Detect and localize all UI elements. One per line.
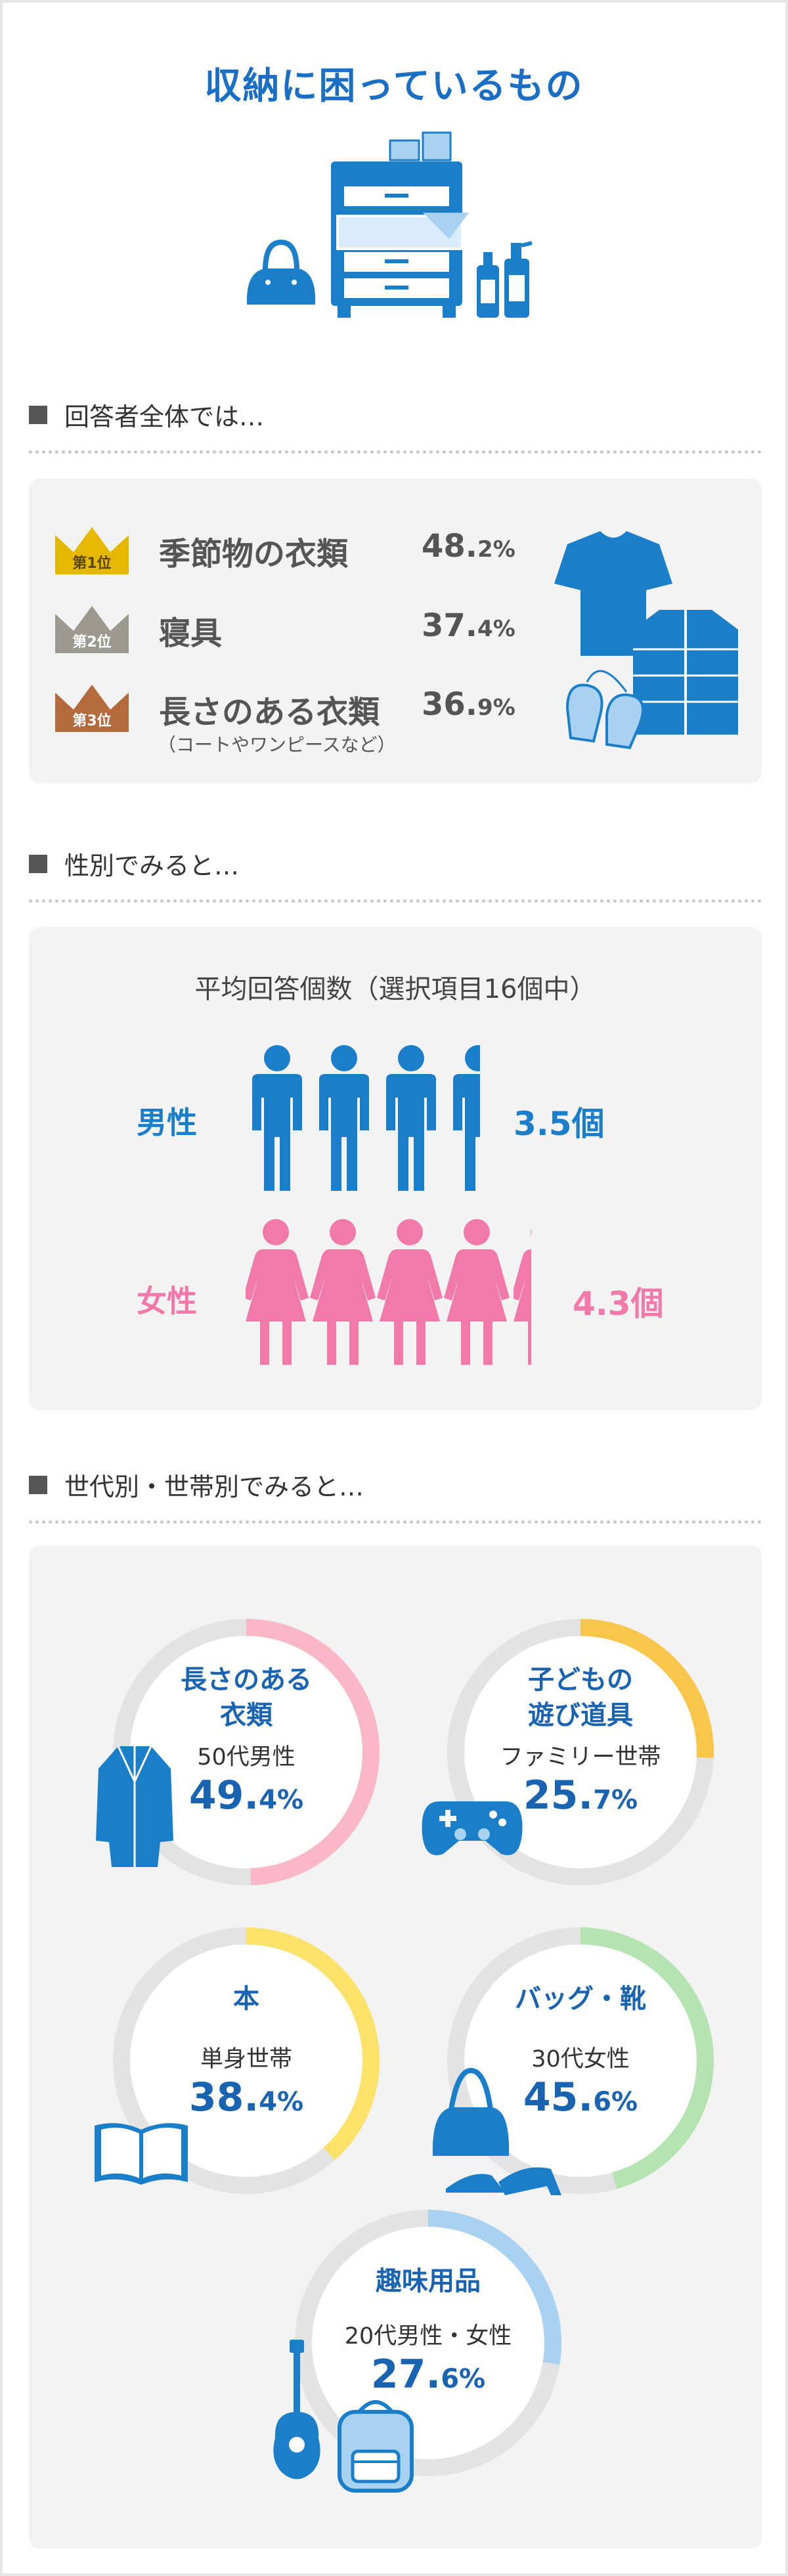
- divider: [29, 1520, 762, 1524]
- female-pictogram-row: [246, 1219, 531, 1365]
- bullet-square-icon: [29, 1475, 47, 1494]
- donut-card: 本 単身世帯 38.4%: [95, 1920, 387, 2202]
- female-person-icon: [514, 1228, 531, 1365]
- donut-item: 長さのある: [181, 1665, 312, 1695]
- coat-icon: [96, 1746, 173, 1867]
- donut-value-arc: [295, 2210, 561, 2476]
- storage-chest-icon: [246, 131, 533, 318]
- bronze-crown-icon: 第3位: [55, 685, 129, 732]
- donut-card: バッグ・靴 30代女性 45.6%: [432, 1920, 722, 2202]
- female-value: 4.3個: [573, 1285, 664, 1323]
- rank-1-label: 季節物の衣類: [159, 536, 349, 572]
- male-person-icon: [453, 1045, 480, 1191]
- donut-value-arc: [113, 1619, 380, 1885]
- bag-shoes-icon: [432, 2067, 561, 2195]
- donut-chart: [113, 1927, 380, 2194]
- gold-crown-icon: 第1位: [55, 527, 129, 574]
- svg-text:第2位: 第2位: [72, 633, 111, 651]
- donut-segment: 単身世帯: [200, 2046, 292, 2072]
- male-person-icon: [319, 1045, 369, 1191]
- female-person-icon: [246, 1219, 309, 1365]
- male-person-icon: [386, 1045, 436, 1191]
- donut-segment: ファミリー世帯: [500, 1744, 661, 1771]
- rank-2-percent: 37.4%: [422, 607, 515, 644]
- donut-item: 衣類: [220, 1700, 273, 1730]
- donut-item: 趣味用品: [376, 2266, 481, 2296]
- gender-panel: 平均回答個数（選択項目16個中） 男性 3.5個 女性 4.3個: [29, 927, 762, 1410]
- section-heading-gender: 性別でみると…: [29, 846, 239, 882]
- silver-crown-icon: 第2位: [55, 606, 129, 653]
- rank-3-note: （コートやワンピースなど）: [158, 734, 396, 756]
- donut-percent: 25.7%: [523, 1772, 638, 1818]
- donut-percent: 27.6%: [370, 2351, 486, 2397]
- ranking-panel: 第1位 季節物の衣類 48.2% 第2位 寝具 37.4% 第3位 長さのある衣…: [29, 479, 762, 783]
- female-person-icon: [377, 1219, 443, 1365]
- donut-value-arc: [447, 1619, 714, 1885]
- page-title: 収納に困っているもの: [204, 65, 584, 108]
- male-pictogram-row: [252, 1045, 480, 1191]
- donut-card: 子どもの 遊び道具 ファミリー世帯 25.7%: [422, 1611, 722, 1893]
- donut-percent: 38.4%: [188, 2074, 304, 2120]
- donut-value-arc: [113, 1927, 380, 2194]
- donut-percent: 45.6%: [523, 2074, 638, 2120]
- bullet-square-icon: [29, 405, 47, 424]
- male-person-icon: [252, 1045, 302, 1191]
- female-label: 女性: [137, 1283, 197, 1319]
- divider: [29, 450, 762, 454]
- divider: [29, 899, 762, 903]
- female-person-icon: [444, 1219, 510, 1365]
- game-controller-icon: [422, 1801, 523, 1855]
- donut-item: バッグ・靴: [515, 1984, 646, 2014]
- generation-panel: 長さのある 衣類 50代男性 49.4% 子どもの 遊び道具 ファミリー世帯 2…: [29, 1545, 762, 2548]
- rank-1-percent: 48.2%: [422, 528, 515, 565]
- donut-segment: 20代男性・女性: [344, 2323, 512, 2350]
- donut-card: 長さのある 衣類 50代男性 49.4%: [96, 1611, 387, 1893]
- svg-text:第1位: 第1位: [72, 555, 111, 572]
- female-person-icon: [310, 1219, 376, 1365]
- svg-text:第3位: 第3位: [72, 712, 111, 729]
- donut-item: 遊び道具: [528, 1700, 633, 1730]
- donut-segment: 30代女性: [531, 2046, 630, 2072]
- donut-item: 本: [233, 1984, 259, 2014]
- donut-segment: 50代男性: [197, 1744, 296, 1771]
- donut-chart: [447, 1927, 714, 2194]
- book-icon: [95, 2123, 188, 2185]
- section-heading-overall: 回答者全体では…: [29, 397, 264, 433]
- donut-percent: 49.4%: [188, 1772, 304, 1818]
- rank-3-label: 長さのある衣類: [159, 694, 380, 731]
- guitar-backpack-icon: [273, 2340, 414, 2493]
- gender-panel-title: 平均回答個数（選択項目16個中）: [194, 974, 596, 1004]
- bullet-square-icon: [29, 854, 47, 873]
- donut-item: 子どもの: [528, 1665, 633, 1695]
- male-value: 3.5個: [514, 1105, 605, 1143]
- donut-value-arc: [447, 1927, 714, 2194]
- clothes-icon: [554, 531, 738, 750]
- donut-card: 趣味用品 20代男性・女性 27.6%: [273, 2202, 569, 2493]
- male-label: 男性: [137, 1105, 197, 1140]
- rank-2-label: 寝具: [159, 615, 223, 652]
- rank-3-percent: 36.9%: [422, 686, 515, 723]
- section-heading-generation: 世代別・世帯別でみると…: [29, 1467, 364, 1503]
